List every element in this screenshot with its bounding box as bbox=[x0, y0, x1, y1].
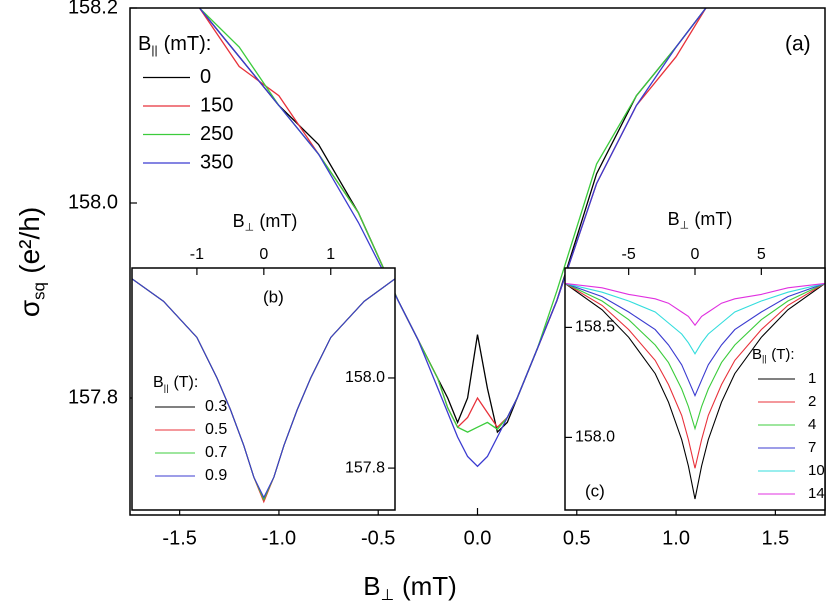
plot-background bbox=[132, 268, 395, 510]
legend-label: 150 bbox=[200, 94, 233, 116]
legend-label: 10 bbox=[808, 462, 825, 479]
x-tick-label: -1.0 bbox=[262, 527, 296, 549]
legend-label: 0 bbox=[200, 66, 211, 88]
x-tick-label: 0.5 bbox=[563, 527, 591, 549]
x-tick-label: 0.0 bbox=[464, 527, 492, 549]
x-axis-label-symbol: B bbox=[668, 209, 680, 229]
x-axis-label-subscript: ⊥ bbox=[381, 587, 395, 604]
x-tick-label: -5 bbox=[622, 246, 636, 263]
x-axis-label: B⊥ (mT) bbox=[233, 211, 298, 234]
x-tick-label: 1.0 bbox=[662, 527, 690, 549]
x-tick-label: 0 bbox=[691, 246, 700, 263]
x-axis-label-unit: (mT) bbox=[259, 211, 297, 231]
data-line bbox=[198, 8, 707, 468]
legend-label: 250 bbox=[200, 123, 233, 145]
legend-label: 7 bbox=[808, 439, 816, 456]
data-line bbox=[565, 282, 825, 355]
x-tick-label: 5 bbox=[757, 246, 766, 263]
x-axis-label: B⊥ (mT) bbox=[668, 209, 733, 232]
data-line bbox=[132, 278, 395, 499]
legend-label: 350 bbox=[200, 151, 233, 173]
legend-label: 0.5 bbox=[205, 421, 227, 438]
legend-label: 4 bbox=[808, 416, 816, 433]
data-line bbox=[565, 282, 825, 431]
y-axis-label: σsq (e²/h) bbox=[14, 207, 48, 317]
x-tick-label: 1 bbox=[326, 246, 335, 263]
x-axis-label-symbol: B bbox=[233, 211, 245, 231]
legend-title-subscript: || bbox=[762, 354, 767, 364]
legend-label: 2 bbox=[808, 393, 816, 410]
y-axis-label-subscript: sq bbox=[30, 282, 49, 300]
x-axis-label: B⊥ (mT) bbox=[363, 571, 457, 604]
x-tick-label: -1.5 bbox=[162, 527, 196, 549]
y-tick-label: 158.0 bbox=[345, 369, 385, 386]
x-axis-label-unit: (mT) bbox=[694, 209, 732, 229]
data-line bbox=[565, 282, 825, 469]
data-line bbox=[199, 8, 707, 433]
legend-label: 14 bbox=[808, 485, 825, 502]
x-axis-label-symbol: B bbox=[363, 571, 380, 601]
legend-title-symbol: B bbox=[752, 346, 762, 363]
legend-title-subscript: || bbox=[151, 43, 157, 57]
legend-label: 0.7 bbox=[205, 444, 227, 461]
panel-label: (a) bbox=[785, 33, 811, 56]
legend-label: 0.3 bbox=[205, 398, 227, 415]
y-tick-label: 157.8 bbox=[345, 459, 385, 476]
y-tick-label: 157.8 bbox=[68, 386, 118, 408]
legend-title-unit: (T): bbox=[173, 374, 198, 391]
y-tick-label: 158.0 bbox=[575, 429, 615, 446]
y-tick-label: 158.5 bbox=[575, 319, 615, 336]
y-tick-label: 158.0 bbox=[68, 191, 118, 213]
legend-title: B|| (T): bbox=[153, 374, 198, 393]
legend-title-subscript: || bbox=[164, 382, 169, 393]
legend-title-unit: (mT): bbox=[164, 33, 212, 55]
x-axis-label-subscript: ⊥ bbox=[245, 221, 254, 233]
plot-background bbox=[565, 268, 825, 510]
x-tick-label: 1.5 bbox=[761, 527, 789, 549]
legend-label: 1 bbox=[808, 370, 816, 387]
data-line bbox=[565, 282, 825, 327]
data-line bbox=[198, 8, 707, 434]
x-axis-label-unit: (mT) bbox=[402, 571, 457, 601]
y-tick-label: 158.2 bbox=[68, 0, 118, 18]
legend-title: B|| (T): bbox=[752, 346, 795, 364]
x-tick-label: -0.5 bbox=[361, 527, 395, 549]
legend-title-symbol: B bbox=[138, 33, 151, 55]
x-tick-label: -1 bbox=[190, 246, 204, 263]
x-axis-label-subscript: ⊥ bbox=[680, 219, 689, 231]
x-tick-label: 0 bbox=[259, 246, 268, 263]
data-line bbox=[565, 282, 825, 500]
legend-title-symbol: B bbox=[153, 374, 164, 391]
legend-label: 0.9 bbox=[205, 467, 227, 484]
legend-title: B|| (mT): bbox=[138, 33, 211, 57]
panel-label: (c) bbox=[585, 481, 605, 500]
legend-title-unit: (T): bbox=[771, 346, 794, 363]
y-axis-label-unit: (e²/h) bbox=[14, 207, 45, 274]
y-axis-label-symbol: σ bbox=[14, 300, 45, 317]
panel-label: (b) bbox=[263, 287, 284, 306]
data-line bbox=[565, 282, 825, 397]
